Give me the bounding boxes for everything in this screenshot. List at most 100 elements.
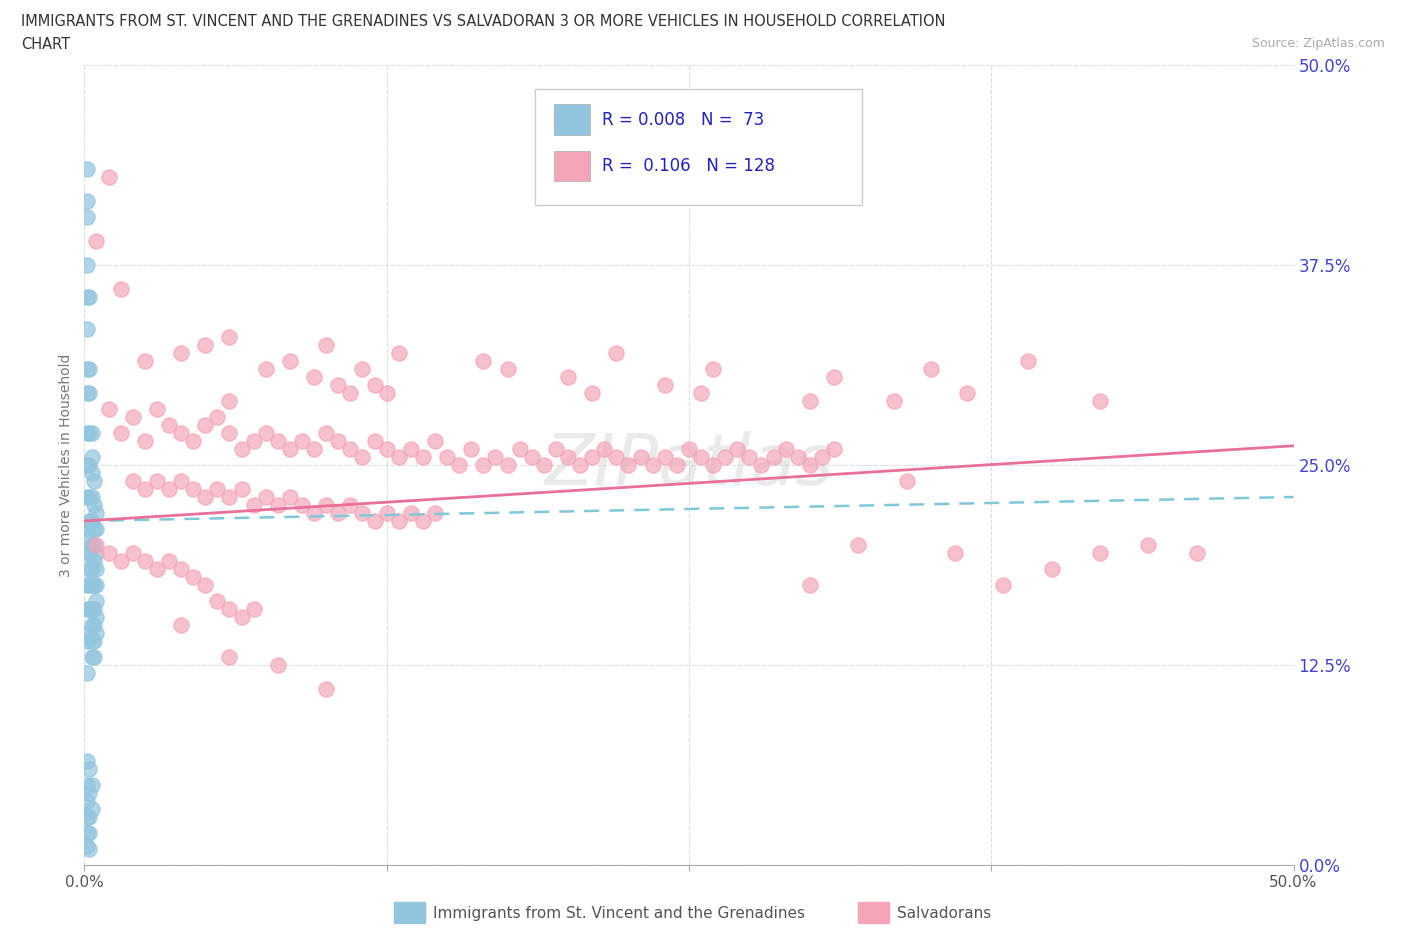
- Point: [80, 777, 103, 792]
- Point: [714, 449, 737, 464]
- Point: [352, 506, 374, 521]
- Point: [83, 633, 105, 648]
- FancyBboxPatch shape: [554, 151, 589, 181]
- Point: [775, 442, 797, 457]
- Point: [231, 442, 253, 457]
- Point: [80, 802, 103, 817]
- Point: [896, 473, 918, 488]
- Point: [388, 449, 411, 464]
- Point: [76, 602, 98, 617]
- Point: [170, 473, 193, 488]
- Point: [134, 482, 156, 497]
- Point: [799, 578, 821, 592]
- Text: R = 0.008   N =  73: R = 0.008 N = 73: [602, 112, 763, 129]
- Point: [76, 489, 98, 504]
- Point: [544, 442, 567, 457]
- Point: [557, 369, 579, 384]
- Point: [121, 409, 143, 424]
- Point: [146, 402, 169, 417]
- Point: [121, 546, 143, 561]
- Point: [605, 449, 627, 464]
- FancyBboxPatch shape: [536, 89, 862, 205]
- Point: [1185, 546, 1208, 561]
- Point: [80, 578, 103, 592]
- Point: [170, 562, 193, 577]
- Point: [76, 458, 98, 472]
- Point: [77, 513, 100, 528]
- Point: [170, 618, 193, 632]
- Point: [339, 498, 361, 512]
- Point: [170, 346, 193, 361]
- Point: [83, 522, 105, 537]
- Point: [77, 842, 100, 857]
- Text: Immigrants from St. Vincent and the Grenadines: Immigrants from St. Vincent and the Gren…: [433, 906, 806, 921]
- Point: [231, 609, 253, 624]
- Point: [83, 602, 105, 617]
- Point: [77, 762, 100, 777]
- Point: [751, 458, 773, 472]
- Point: [654, 378, 676, 392]
- Point: [218, 649, 240, 664]
- Point: [399, 506, 422, 521]
- Point: [134, 353, 156, 368]
- Point: [423, 506, 446, 521]
- Point: [278, 442, 301, 457]
- Point: [80, 602, 103, 617]
- Point: [291, 498, 314, 512]
- Point: [665, 458, 688, 472]
- Point: [1088, 546, 1111, 561]
- Point: [315, 682, 337, 697]
- Point: [86, 562, 108, 577]
- Point: [157, 482, 180, 497]
- Point: [242, 433, 264, 448]
- Point: [76, 162, 98, 177]
- Point: [654, 449, 676, 464]
- Point: [496, 458, 519, 472]
- Point: [375, 386, 398, 401]
- Point: [218, 489, 240, 504]
- Point: [302, 442, 325, 457]
- Point: [328, 506, 350, 521]
- Point: [339, 442, 361, 457]
- Point: [1088, 393, 1111, 408]
- Point: [86, 538, 108, 552]
- Point: [267, 498, 290, 512]
- Point: [1040, 562, 1063, 577]
- Point: [86, 578, 108, 592]
- Y-axis label: 3 or more Vehicles in Household: 3 or more Vehicles in Household: [59, 353, 73, 577]
- Point: [194, 338, 217, 352]
- Point: [218, 602, 240, 617]
- Point: [641, 458, 664, 472]
- Point: [77, 489, 100, 504]
- Point: [76, 289, 98, 304]
- Point: [823, 442, 845, 457]
- Point: [581, 449, 603, 464]
- Point: [83, 498, 105, 512]
- Point: [146, 473, 169, 488]
- Point: [76, 578, 98, 592]
- Point: [77, 826, 100, 841]
- Point: [181, 569, 204, 584]
- Point: [146, 562, 169, 577]
- Point: [460, 442, 482, 457]
- Point: [533, 458, 555, 472]
- Point: [77, 386, 100, 401]
- Point: [86, 233, 108, 248]
- Point: [690, 449, 713, 464]
- Point: [399, 442, 422, 457]
- Point: [242, 498, 264, 512]
- Point: [702, 458, 724, 472]
- Point: [181, 482, 204, 497]
- Point: [302, 369, 325, 384]
- Point: [315, 498, 337, 512]
- Point: [207, 482, 229, 497]
- Point: [412, 449, 434, 464]
- Point: [363, 513, 385, 528]
- Point: [110, 426, 132, 441]
- Point: [76, 809, 98, 824]
- Point: [423, 433, 446, 448]
- Point: [254, 489, 277, 504]
- Point: [77, 626, 100, 641]
- Point: [86, 593, 108, 608]
- Point: [80, 489, 103, 504]
